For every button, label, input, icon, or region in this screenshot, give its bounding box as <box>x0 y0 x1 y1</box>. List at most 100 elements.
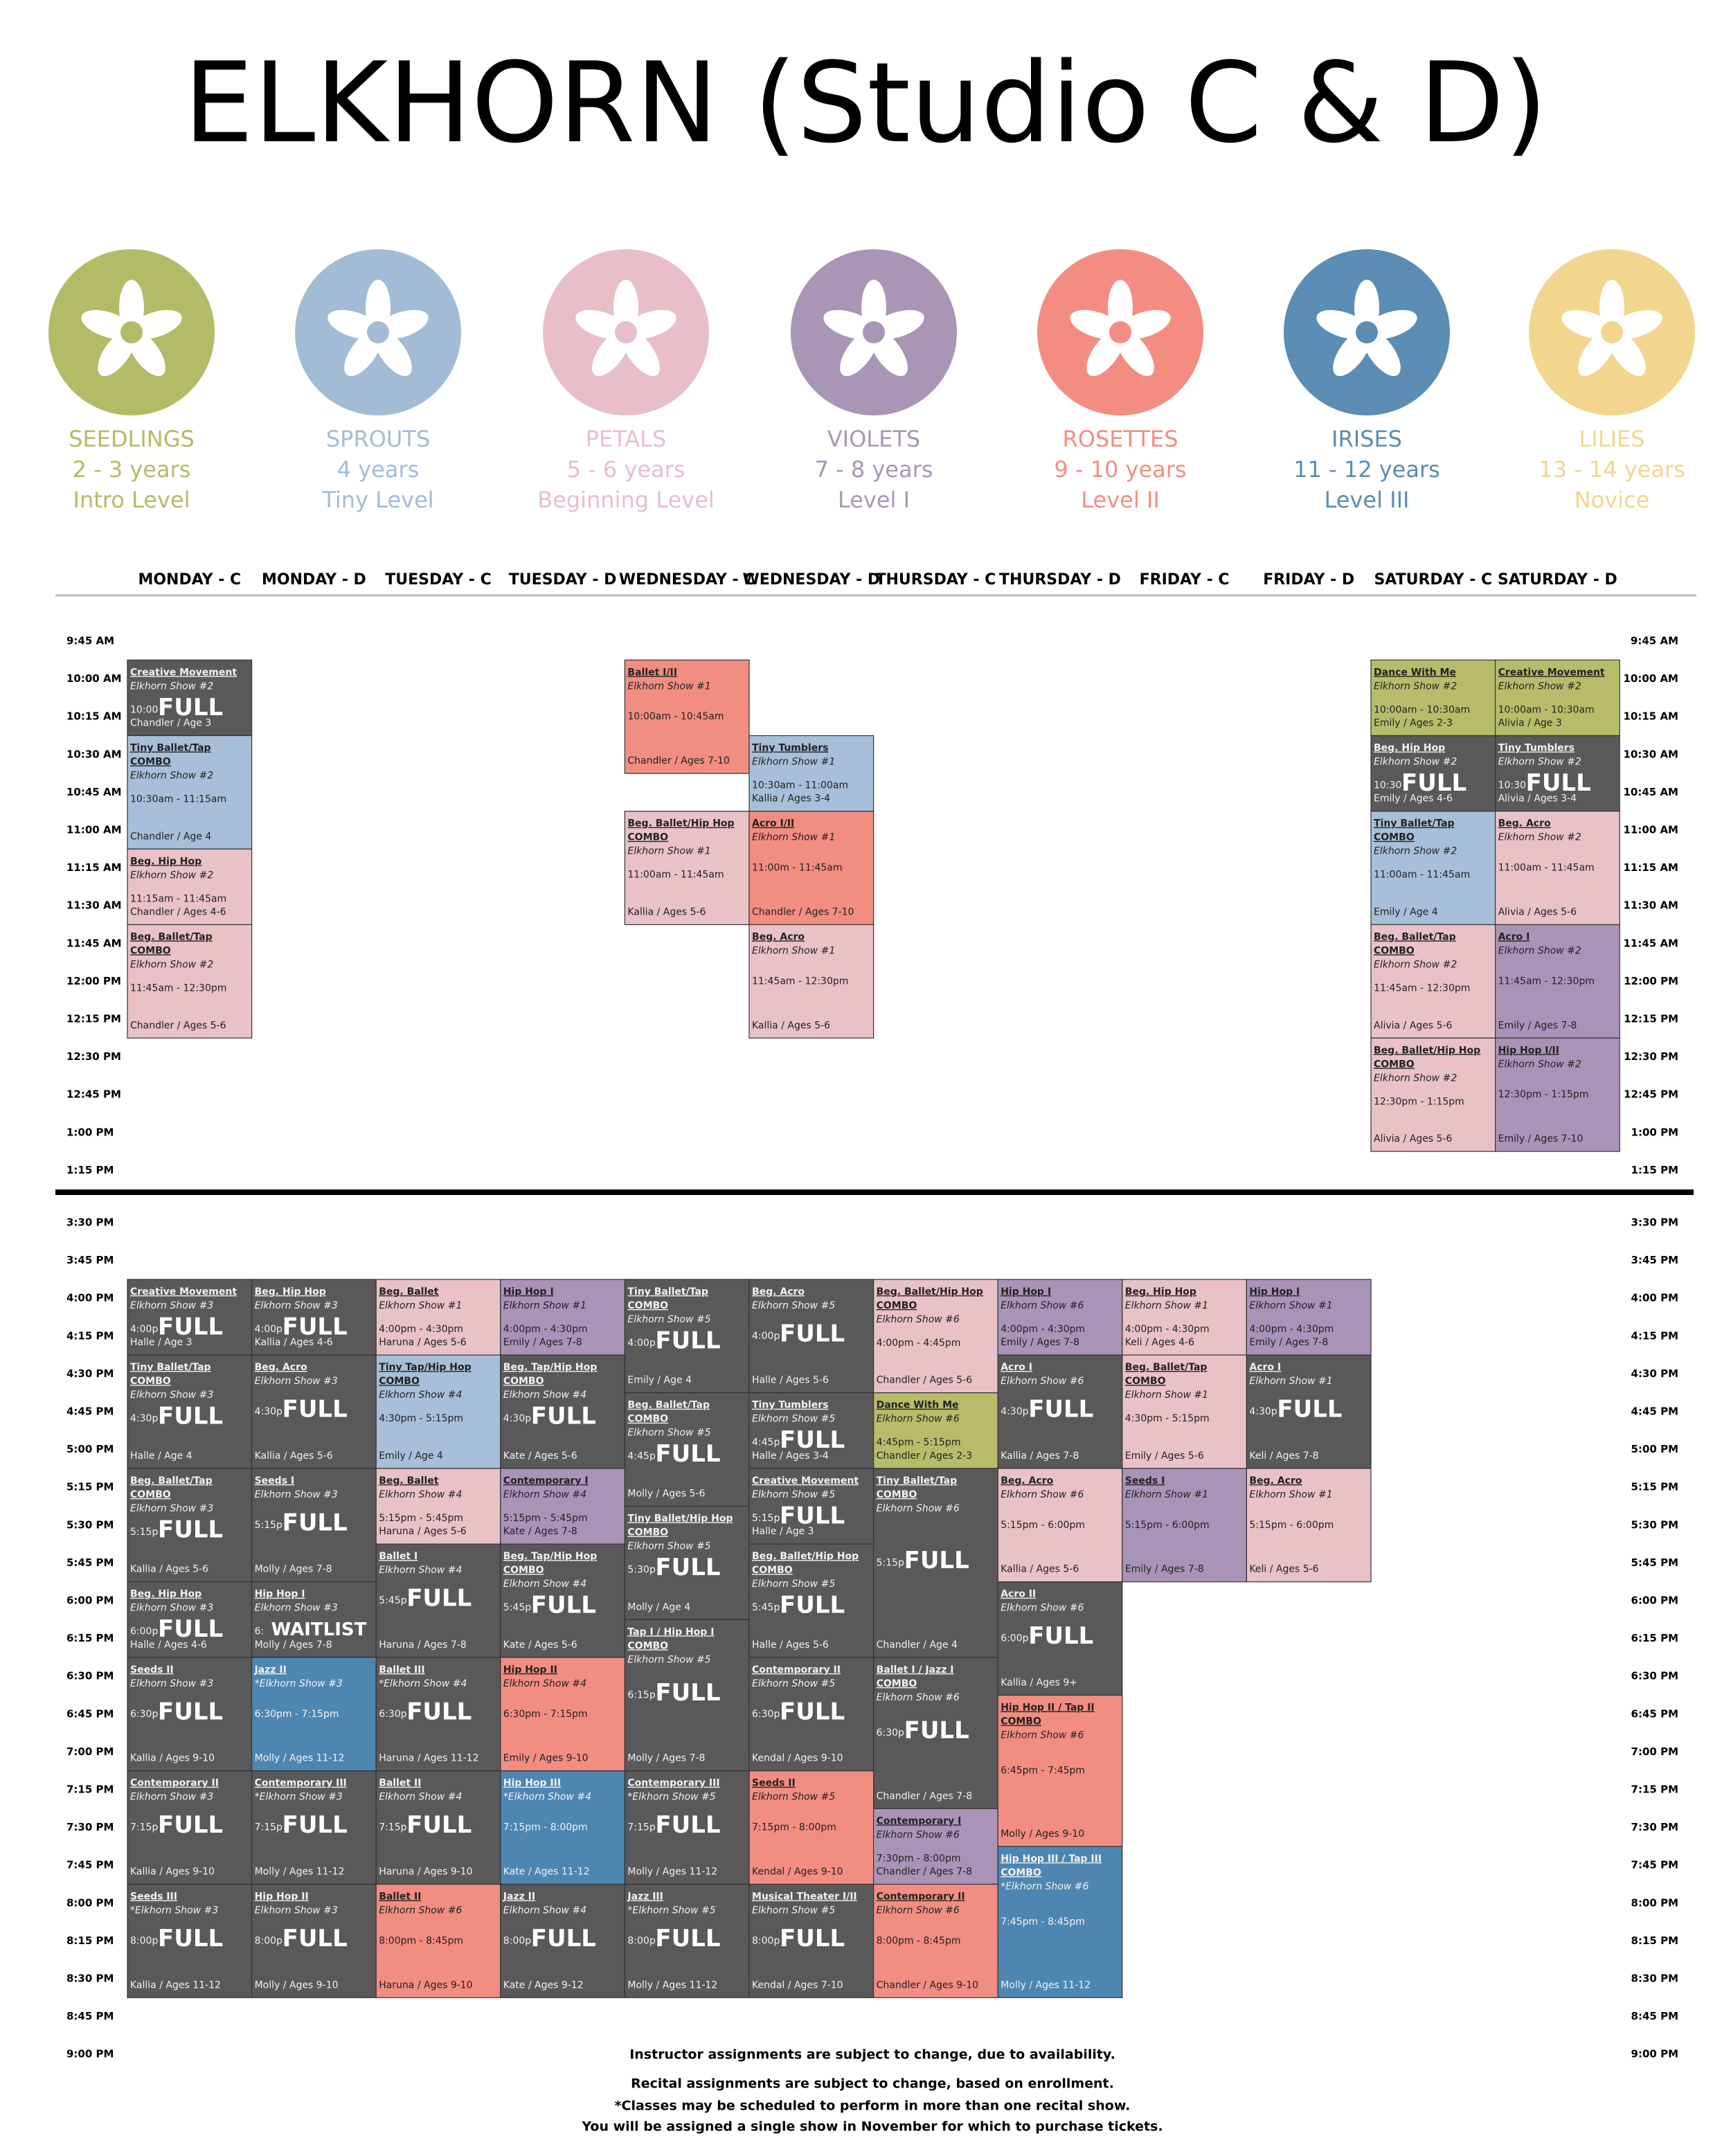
class-time: 10:30am - 11:15am <box>130 794 226 805</box>
class-time: 4:00pm - 4:30pm <box>1249 1324 1334 1335</box>
class-show: Elkhorn Show #1 <box>1249 1489 1332 1500</box>
class-show: Elkhorn Show #3 <box>255 1603 338 1614</box>
class-block: Seeds I Elkhorn Show #3 5:15p FULL Molly / A… <box>251 1468 377 1583</box>
class-title: Contemporary II <box>130 1778 219 1789</box>
class-show: Elkhorn Show #2 <box>130 681 213 692</box>
class-show: Elkhorn Show #1 <box>752 832 835 843</box>
class-block: Beg. Ballet Elkhorn Show #4 5:15pm - 5:45p… <box>375 1468 501 1545</box>
class-instructor: Alivia / Ages 5-6 <box>1374 1020 1453 1031</box>
class-title: Hip Hop II <box>255 1892 309 1903</box>
class-status: FULL <box>780 1592 845 1619</box>
class-instructor: Haruna / Ages 11-12 <box>379 1753 478 1764</box>
time-label: 9:45 AM <box>1631 635 1678 647</box>
class-time: 4:30pm - 5:15pm <box>1125 1413 1210 1424</box>
class-status: FULL <box>780 1698 845 1725</box>
time-label: 11:45 AM <box>66 937 122 949</box>
class-cell <box>872 1468 998 1658</box>
class-instructor: Kate / Ages 7-8 <box>503 1526 577 1537</box>
class-status: FULL <box>780 1320 845 1347</box>
time-label: 8:15 PM <box>1631 1934 1678 1947</box>
time-label: 5:45 PM <box>1631 1556 1678 1569</box>
class-title: Beg. Acro <box>255 1362 307 1373</box>
class-time: 10:00am - 10:30am <box>1498 704 1595 715</box>
class-cell <box>251 1468 377 1583</box>
class-cell <box>500 1770 625 1885</box>
time-label: 3:30 PM <box>66 1216 114 1229</box>
time-label: 8:30 PM <box>66 1973 114 1985</box>
class-show: Elkhorn Show #1 <box>1125 1489 1208 1500</box>
class-block: Hip Hop II / Tap II COMBO Elkhorn Show #6 6… <box>997 1694 1123 1847</box>
class-cell <box>375 1354 501 1469</box>
class-show: Elkhorn Show #2 <box>1374 1072 1457 1084</box>
class-cell <box>127 848 253 926</box>
class-time: 5:15pm - 6:00pm <box>1249 1520 1334 1531</box>
class-instructor: Kallia / Ages 7-8 <box>1001 1450 1079 1462</box>
class-block: Acro I Elkhorn Show #2 11:45am - 12:30pm Em… <box>1495 924 1620 1039</box>
class-block: Beg. Ballet/Tap COMBO Elkhorn Show #2 11:45… <box>127 924 253 1039</box>
time-label: 10:15 AM <box>1623 710 1678 723</box>
class-show: Elkhorn Show #3 <box>255 1905 338 1916</box>
class-cell <box>997 1279 1123 1356</box>
class-instructor: Halle / Ages 5-6 <box>752 1375 829 1386</box>
class-block: Ballet II Elkhorn Show #6 8:00pm - 8:45pm H… <box>375 1883 501 1998</box>
class-instructor: Keli / Ages 5-6 <box>1249 1564 1318 1575</box>
class-instructor: Emily / Ages 7-8 <box>1498 1020 1577 1031</box>
class-show: Elkhorn Show #1 <box>627 846 710 857</box>
time-label: 8:00 PM <box>1631 1896 1678 1909</box>
class-instructor: Alivia / Age 3 <box>1498 718 1562 729</box>
class-cell <box>1246 1468 1372 1583</box>
time-label: 6:45 PM <box>66 1707 114 1720</box>
class-title: Jazz II <box>254 1664 287 1676</box>
class-block: Beg. Ballet/Hip Hop COMBO Elkhorn Show #1 1… <box>624 811 750 926</box>
class-instructor: Haruna / Ages 9-10 <box>379 1867 472 1878</box>
class-block: Ballet I/II Elkhorn Show #1 10:00am - 10:4… <box>624 659 750 774</box>
class-status: FULL <box>282 1925 348 1952</box>
class-cell <box>500 1354 625 1469</box>
class-cell <box>375 1770 501 1885</box>
class-show: Elkhorn Show #6 <box>877 1905 960 1916</box>
class-title: Acro I <box>1498 932 1530 943</box>
class-instructor: Keli / Ages 4-6 <box>1125 1337 1194 1348</box>
class-title: Hip Hop II <box>503 1664 557 1676</box>
class-show: Elkhorn Show #5 <box>752 1489 835 1500</box>
time-label: 12:30 PM <box>66 1050 121 1063</box>
class-title: Contemporary II <box>752 1664 841 1676</box>
class-cell <box>748 1657 875 1772</box>
class-block: Seeds III *Elkhorn Show #3 8:00p FULL Kallia… <box>127 1883 253 1998</box>
class-time: 5:30p <box>627 1565 655 1576</box>
class-time: 4:00p <box>130 1324 158 1335</box>
time-label: 11:30 AM <box>1623 899 1678 912</box>
class-show: Elkhorn Show #3 <box>130 1603 213 1614</box>
class-show: *Elkhorn Show #3 <box>130 1905 218 1916</box>
time-label: 7:30 PM <box>1631 1821 1678 1833</box>
time-label: 4:00 PM <box>1631 1292 1678 1304</box>
time-label: 7:30 PM <box>66 1821 114 1833</box>
class-title: Tiny Ballet/Tap COMBO <box>877 1475 958 1500</box>
class-time: 5:45p <box>379 1595 406 1606</box>
class-time: 7:15pm - 8:00pm <box>752 1822 836 1833</box>
class-block: Tiny Tumblers Elkhorn Show #5 4:45p FULLHal… <box>748 1392 875 1469</box>
time-label: 10:00 AM <box>1623 672 1678 685</box>
class-status: FULL <box>1401 769 1467 797</box>
time-label: 8:00 PM <box>66 1896 114 1909</box>
time-label: 10:45 AM <box>1623 786 1678 798</box>
class-time: 6:30p <box>877 1727 904 1739</box>
class-status: FULL <box>406 1811 472 1839</box>
class-show: Elkhorn Show #3 <box>130 1300 213 1311</box>
time-label: 1:00 PM <box>1631 1126 1678 1138</box>
class-instructor: Kallia / Ages 5-6 <box>255 1450 333 1462</box>
class-time: 10:00am - 10:45am <box>627 711 724 722</box>
badge-center <box>863 321 885 343</box>
level-name: IRISES <box>1331 426 1402 452</box>
time-label: 7:15 PM <box>66 1784 114 1796</box>
class-title: Beg. Tap/Hip Hop COMBO <box>503 1362 597 1387</box>
level-ages: 9 - 10 years <box>1054 456 1186 483</box>
class-title: Hip Hop I <box>255 1589 305 1600</box>
class-block: Contemporary II Elkhorn Show #3 7:15p FULL K… <box>127 1770 253 1885</box>
class-instructor: Molly / Ages 11-12 <box>1001 1979 1091 1991</box>
class-title: Beg. Ballet/Tap COMBO <box>1125 1362 1208 1387</box>
class-show: Elkhorn Show #2 <box>1498 832 1581 843</box>
class-instructor: Kallia / Ages 9-10 <box>130 1867 215 1878</box>
class-status: FULL <box>158 1516 223 1543</box>
